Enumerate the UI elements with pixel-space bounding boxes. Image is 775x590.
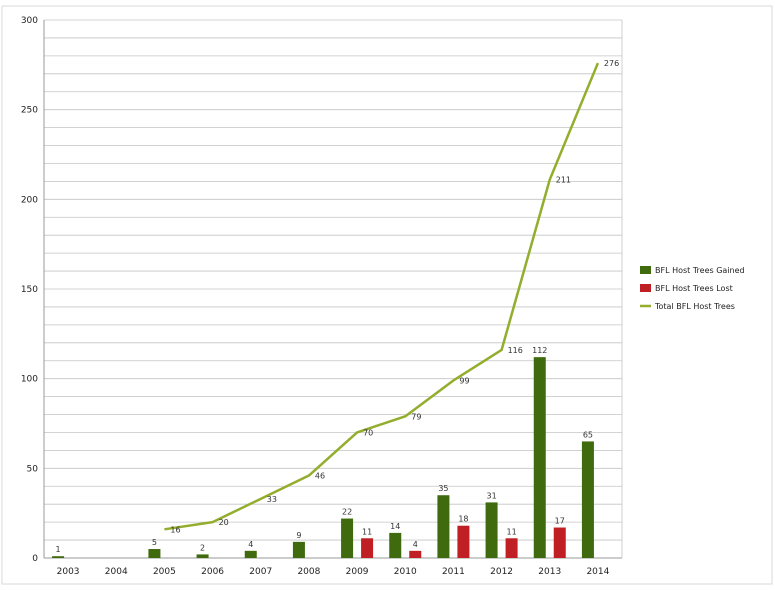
line-data-label: 211 (556, 176, 571, 185)
y-tick-label: 150 (21, 285, 38, 295)
bar-gained (485, 502, 498, 558)
y-tick-label: 50 (27, 464, 39, 474)
bar-gained (533, 357, 546, 558)
bar-data-label: 9 (296, 531, 301, 540)
bar-data-label: 65 (583, 430, 593, 439)
legend-swatch (640, 266, 651, 274)
line-data-label: 99 (459, 376, 469, 385)
bar-gained (52, 556, 65, 558)
x-tick-label: 2008 (297, 567, 320, 577)
y-tick-label: 300 (21, 16, 38, 26)
line-data-label: 33 (267, 495, 277, 504)
bar-data-label: 4 (248, 540, 253, 549)
bar-lost (553, 527, 566, 558)
bar-data-label: 18 (458, 515, 468, 524)
bar-lost (409, 550, 422, 558)
x-tick-label: 2007 (249, 567, 272, 577)
y-tick-label: 100 (21, 375, 38, 385)
bar-gained (196, 554, 209, 558)
bar-data-label: 2 (200, 543, 205, 552)
bar-gained (148, 549, 161, 558)
y-axis-ticks: 0 50 100 150 200 250 300 (21, 16, 38, 564)
axes (43, 20, 623, 559)
bar-data-label: 11 (506, 527, 516, 536)
bar-data-label: 14 (390, 522, 400, 531)
bar-gained (437, 495, 450, 558)
x-tick-label: 2013 (538, 567, 561, 577)
bar-gained (341, 518, 354, 558)
line-data-label: 116 (508, 346, 523, 355)
bar-gained (244, 550, 257, 558)
line-data-label: 46 (315, 472, 325, 481)
x-tick-label: 2006 (201, 567, 224, 577)
y-tick-label: 200 (21, 195, 38, 205)
legend-label: BFL Host Trees Lost (655, 284, 733, 293)
x-tick-label: 2005 (153, 567, 176, 577)
x-tick-label: 2003 (57, 567, 80, 577)
legend: BFL Host Trees Gained BFL Host Trees Lost… (640, 266, 745, 311)
x-tick-label: 2010 (394, 567, 417, 577)
legend-label: BFL Host Trees Gained (655, 266, 745, 275)
bar-gained (389, 532, 402, 558)
bar-data-label: 35 (438, 484, 448, 493)
x-tick-label: 2014 (586, 567, 609, 577)
x-tick-label: 2012 (490, 567, 513, 577)
y-tick-label: 0 (32, 554, 38, 564)
bars (52, 357, 594, 558)
bar-lost (361, 538, 374, 558)
bar-data-label: 31 (486, 491, 496, 500)
line-data-label: 16 (170, 525, 180, 534)
bar-gained (581, 441, 594, 558)
bar-gained (292, 541, 305, 558)
bar-data-label: 1 (56, 545, 61, 554)
legend-swatch (640, 284, 651, 292)
bar-lost (457, 525, 470, 558)
bar-data-label: 5 (152, 538, 157, 547)
line-data-label: 20 (219, 518, 229, 527)
line-data-label: 70 (363, 428, 373, 437)
bar-data-label: 4 (413, 540, 418, 549)
line-data-label: 79 (411, 412, 421, 421)
bar-data-label: 11 (362, 527, 372, 536)
total-line (164, 62, 600, 531)
bar-data-label: 112 (532, 346, 547, 355)
x-tick-label: 2004 (105, 567, 128, 577)
x-axis-ticks: 2003 2004 2005 2006 2007 2008 2009 2010 2011 2012… (57, 567, 610, 577)
chart-frame (1, 5, 773, 585)
x-tick-label: 2009 (346, 567, 369, 577)
bar-data-label: 22 (342, 508, 352, 517)
data-labels: 1 5 2 4 9 22 14 35 31 112 65 11 4 18 11 17 16 20 33 46 70 79 9… (56, 59, 620, 554)
line-data-label: 276 (604, 59, 619, 68)
y-tick-label: 250 (21, 106, 38, 116)
bar-lost (505, 538, 518, 558)
bar-data-label: 17 (555, 517, 565, 526)
gridlines (44, 19, 622, 541)
legend-label: Total BFL Host Trees (654, 302, 735, 311)
total-line-path (164, 62, 600, 531)
x-tick-label: 2011 (442, 567, 465, 577)
